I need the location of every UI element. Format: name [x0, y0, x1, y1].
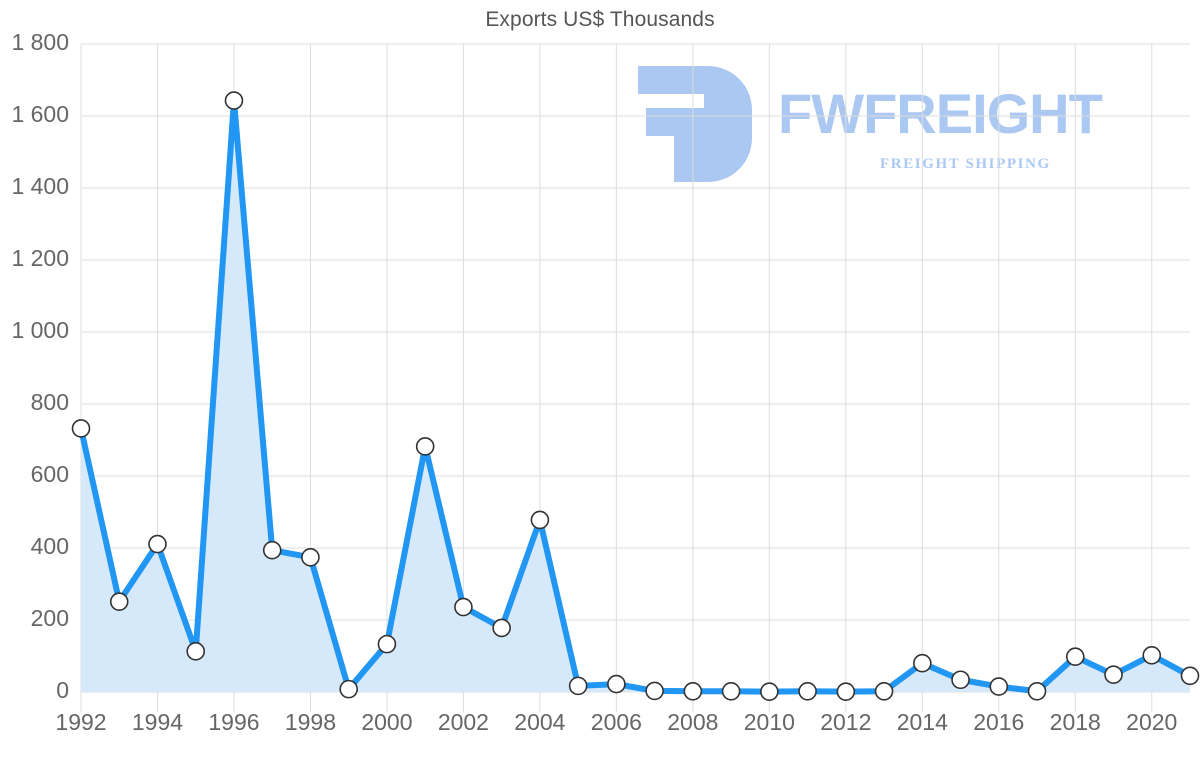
data-point-marker[interactable] [224, 91, 244, 110]
data-point-marker[interactable] [1104, 665, 1123, 685]
x-axis-tick-label: 2014 [896, 709, 948, 735]
y-axis-tick-label: 400 [30, 533, 69, 559]
x-axis-tick-label: 2000 [361, 709, 413, 735]
data-point-marker[interactable] [148, 534, 167, 554]
x-axis-tick-label: 1992 [55, 709, 107, 735]
area-fill [81, 100, 1190, 692]
data-point-marker[interactable] [760, 682, 779, 701]
data-point-marker[interactable] [1180, 666, 1200, 686]
data-point-marker[interactable] [989, 677, 1009, 696]
y-axis-tick-label: 600 [30, 461, 69, 487]
data-point-marker[interactable] [530, 510, 550, 530]
x-axis-tick-label: 2016 [973, 709, 1025, 735]
x-axis-tick-label: 2010 [743, 709, 795, 735]
data-point-marker[interactable] [186, 642, 206, 661]
data-point-marker[interactable] [683, 681, 703, 701]
data-point-marker[interactable] [836, 682, 856, 701]
x-axis-tick-label: 1998 [284, 709, 337, 735]
data-point-marker[interactable] [568, 676, 588, 696]
data-point-marker[interactable] [721, 681, 741, 701]
data-point-marker[interactable] [1065, 647, 1085, 667]
y-axis-tick-label: 0 [56, 677, 69, 703]
x-axis-tick-label: 2008 [667, 709, 719, 735]
y-axis-tick-label: 800 [30, 389, 69, 415]
x-axis-tick-label: 1996 [208, 709, 260, 735]
data-point-marker[interactable] [798, 681, 817, 701]
data-point-marker[interactable] [607, 674, 626, 694]
data-point-marker[interactable] [492, 618, 511, 638]
data-point-marker[interactable] [1142, 645, 1162, 665]
data-point-marker[interactable] [874, 681, 894, 701]
chart-title: Exports US$ Thousands [485, 8, 715, 31]
x-axis-tick-label: 2004 [514, 709, 566, 735]
x-axis-tick-label: 2020 [1126, 709, 1178, 735]
y-axis-tick-label: 1 200 [11, 245, 69, 271]
y-axis-tick-label: 1 400 [11, 173, 69, 199]
data-point-marker[interactable] [377, 634, 397, 654]
data-point-marker[interactable] [454, 597, 473, 617]
data-point-marker[interactable] [913, 653, 932, 673]
gridlines [80, 43, 1190, 712]
x-axis-tick-label: 2002 [437, 709, 489, 735]
data-point-marker[interactable] [415, 437, 435, 456]
data-point-marker[interactable] [339, 679, 358, 699]
data-markers [71, 91, 1200, 701]
data-point-marker[interactable] [109, 592, 129, 611]
y-axis-tick-label: 1 000 [11, 317, 69, 343]
x-axis-tick-label: 2006 [590, 709, 642, 735]
data-point-marker[interactable] [71, 419, 91, 438]
x-axis-tick-label: 1994 [131, 709, 184, 735]
x-axis-tick-label: 2018 [1049, 709, 1101, 735]
data-point-marker[interactable] [262, 540, 282, 560]
data-point-marker[interactable] [951, 670, 970, 690]
x-axis-tick-label: 2012 [820, 709, 872, 735]
y-axis-tick-label: 200 [30, 605, 69, 631]
data-point-marker[interactable] [301, 548, 320, 567]
y-axis-tick-label: 1 600 [11, 101, 69, 127]
data-point-marker[interactable] [645, 681, 664, 701]
data-point-marker[interactable] [1027, 681, 1047, 701]
y-axis-tick-label: 1 800 [11, 29, 69, 55]
